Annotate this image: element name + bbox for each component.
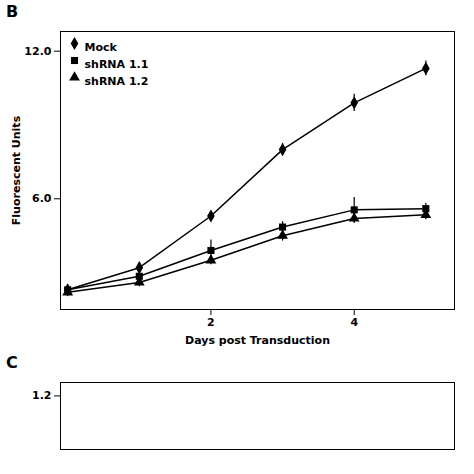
html-text:B: B bbox=[6, 2, 19, 21]
svg-text:Fluorescent Units: Fluorescent Units bbox=[10, 115, 23, 225]
svg-text:Mock: Mock bbox=[85, 41, 118, 54]
svg-text:12.0: 12.0 bbox=[24, 45, 51, 58]
svg-text:6.0: 6.0 bbox=[32, 192, 52, 205]
svg-text:shRNA 1.1: shRNA 1.1 bbox=[85, 58, 149, 71]
svg-text:Days post Transduction: Days post Transduction bbox=[185, 334, 330, 347]
svg-text:shRNA 1.2: shRNA 1.2 bbox=[85, 75, 149, 88]
svg-text:4: 4 bbox=[350, 316, 358, 329]
svg-text:2: 2 bbox=[207, 316, 215, 329]
html-text:C: C bbox=[6, 353, 18, 372]
svg-text:1.2: 1.2 bbox=[32, 389, 52, 402]
